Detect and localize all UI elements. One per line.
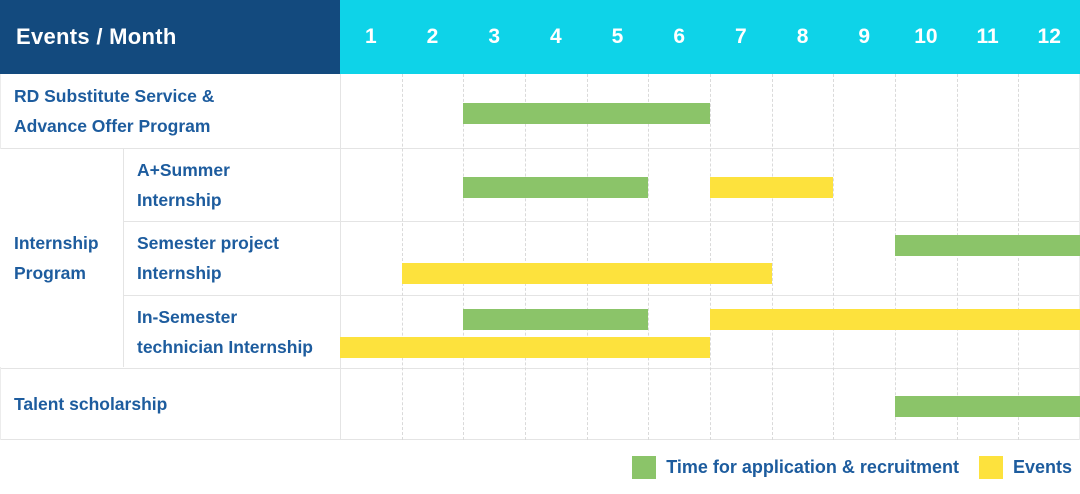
month-header-cell: 1	[340, 0, 402, 74]
row-label: Semester project Internship	[137, 233, 280, 283]
recruitment-bar	[895, 235, 1080, 256]
month-header-cell: 4	[525, 0, 587, 74]
row-label-cell: In-Semester technician Internship	[124, 295, 340, 368]
row-label-cell: Talent scholarship	[0, 368, 340, 440]
grid-line-v	[586, 74, 588, 440]
month-label: 5	[611, 25, 624, 48]
recruitment-bar	[463, 103, 710, 124]
grid-line-v	[956, 74, 958, 440]
legend: Time for application & recruitment Event…	[0, 440, 1080, 494]
month-header-cell: 6	[648, 0, 710, 74]
grid-line-h	[0, 148, 1080, 149]
grid-line-h	[0, 368, 1080, 369]
month-label: 12	[1037, 25, 1061, 48]
grid-line-v	[710, 74, 711, 440]
month-label: 3	[488, 25, 501, 48]
grid-line-v	[401, 74, 403, 440]
row-label: In-Semester technician Internship	[137, 306, 313, 357]
row-label-cell: RD Substitute Service & Advance Offer Pr…	[0, 74, 340, 148]
month-label: 2	[426, 25, 439, 48]
month-label: 1	[364, 25, 377, 48]
month-label: 6	[673, 25, 686, 48]
month-header-cell: 10	[895, 0, 957, 74]
row-label: RD Substitute Service & Advance Offer Pr…	[14, 86, 215, 136]
event-bar	[340, 336, 710, 358]
row-label-cell: A+Summer Internship	[124, 148, 340, 221]
grid-line-h	[0, 439, 1080, 440]
legend-item-recruitment: Time for application & recruitment	[632, 455, 959, 479]
month-label: 8	[796, 25, 809, 48]
month-header-cell: 5	[587, 0, 649, 74]
month-header-cell: 12	[1018, 0, 1080, 74]
grid-line-h	[0, 295, 1080, 296]
header-row: Events / Month 1 2 3 4 5 6 7 8 9 10 11 12	[0, 0, 1080, 74]
group-label: Internship Program	[14, 233, 99, 283]
month-header: 1 2 3 4 5 6 7 8 9 10 11 12	[340, 0, 1080, 74]
grid-line-v	[463, 74, 465, 440]
recruitment-swatch	[632, 455, 657, 479]
month-header-cell: 3	[463, 0, 525, 74]
recruitment-bar	[463, 176, 649, 198]
row-label-cell: Semester project Internship	[124, 221, 340, 295]
month-label: 10	[914, 25, 938, 48]
row-label: Talent scholarship	[14, 394, 168, 414]
recruitment-bar	[463, 308, 649, 330]
legend-item-events: Events	[978, 455, 1072, 479]
event-bar	[710, 308, 1080, 330]
corner-header-cell: Events / Month	[0, 0, 340, 74]
row-label: A+Summer Internship	[137, 159, 230, 210]
event-swatch	[978, 455, 1003, 479]
month-header-cell: 7	[710, 0, 772, 74]
month-header-cell: 2	[402, 0, 464, 74]
month-header-cell: 11	[957, 0, 1019, 74]
event-bar	[710, 176, 834, 198]
grid-line-v	[340, 74, 341, 440]
grid-line-v	[1018, 74, 1020, 440]
grid-line-v	[771, 74, 773, 440]
grid-line-v	[648, 74, 650, 440]
month-label: 11	[976, 25, 999, 48]
group-label-cell: Internship Program	[0, 149, 124, 367]
page-title: Events / Month	[16, 24, 177, 49]
month-label: 7	[735, 25, 747, 48]
grid-line-v	[833, 74, 835, 440]
recruitment-bar	[895, 396, 1080, 417]
month-label: 4	[550, 25, 562, 48]
grid-line-h	[0, 221, 1080, 222]
event-bar	[401, 263, 772, 284]
month-header-cell: 9	[833, 0, 895, 74]
legend-label-recruitment: Time for application & recruitment	[666, 456, 959, 477]
grid-line-v	[895, 74, 896, 440]
legend-label-events: Events	[1012, 456, 1072, 477]
month-label: 9	[858, 25, 871, 48]
month-header-cell: 8	[772, 0, 834, 74]
grid-line-v	[525, 74, 526, 440]
